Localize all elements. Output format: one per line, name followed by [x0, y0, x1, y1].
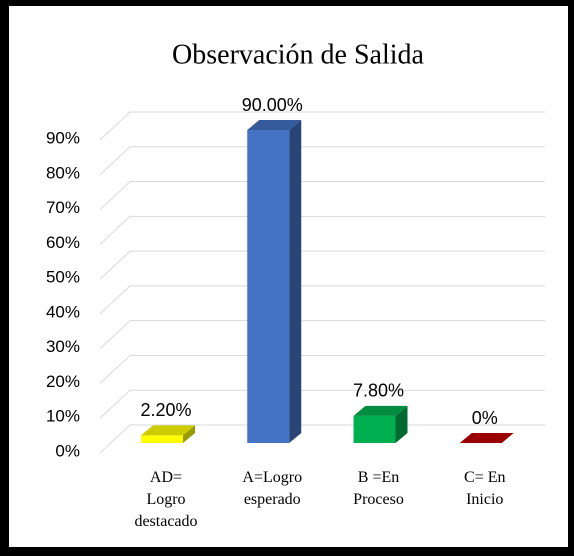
x-tick-label-line: Inicio [466, 491, 503, 508]
bar-top [247, 120, 302, 130]
bar [247, 120, 302, 443]
bar-top [459, 433, 514, 443]
x-tick-label-line: C= En [464, 469, 505, 486]
bar-top [353, 405, 408, 416]
grid-line [99, 215, 545, 245]
x-tick-label: A=Logro esperado [242, 469, 302, 508]
x-tick-label-line: destacado [134, 513, 197, 530]
data-label: 2.20% [140, 400, 191, 420]
x-tick-label-line: AD= [150, 469, 182, 486]
bar-front [353, 415, 396, 443]
bar-side [289, 120, 302, 443]
grid-line [99, 146, 545, 176]
x-tick-label-line: esperado [244, 491, 301, 508]
x-tick-label: AD= Logro destacado [134, 469, 197, 530]
bar-top [141, 425, 195, 436]
data-label: 0% [472, 408, 498, 428]
grid-line [99, 354, 545, 384]
y-tick-label: 80% [46, 163, 80, 182]
grid-line [99, 250, 545, 280]
y-tick-label: 10% [46, 407, 80, 426]
grid-line [99, 181, 545, 210]
x-tick-label: B =En Proceso [353, 469, 404, 508]
x-tick-label-line: Logro [146, 491, 185, 508]
grid-line [99, 111, 545, 141]
x-tick-label: C= En Inicio [464, 469, 505, 508]
y-tick-label: 30% [46, 337, 80, 356]
y-tick-label: 60% [46, 233, 80, 252]
bar [353, 405, 408, 443]
bar-front [247, 130, 290, 443]
data-label: 90.00% [242, 95, 303, 115]
chart-title: Observación de Salida [172, 39, 424, 70]
y-tick-label: 70% [46, 198, 80, 217]
grid-line [99, 285, 545, 315]
bar [141, 425, 195, 443]
bar-side [183, 425, 195, 443]
chart: Observación de Salida 0% 10% 20% 30% 40% 50% 6… [46, 39, 545, 530]
y-tick-label: 90% [46, 128, 80, 147]
y-tick-label: 50% [46, 268, 80, 287]
bar-front [141, 435, 183, 443]
x-tick-label-line: A=Logro [242, 469, 302, 486]
y-tick-label: 0% [55, 441, 80, 460]
x-tick-label-line: Proceso [353, 491, 404, 508]
data-label: 7.80% [353, 381, 404, 401]
bar [459, 433, 514, 443]
y-tick-label: 20% [46, 372, 80, 391]
y-tick-label: 40% [46, 302, 80, 321]
bar-side [395, 405, 408, 443]
x-tick-label-line: B =En [358, 469, 399, 486]
grid-line [99, 389, 545, 419]
grid-line [99, 320, 545, 350]
